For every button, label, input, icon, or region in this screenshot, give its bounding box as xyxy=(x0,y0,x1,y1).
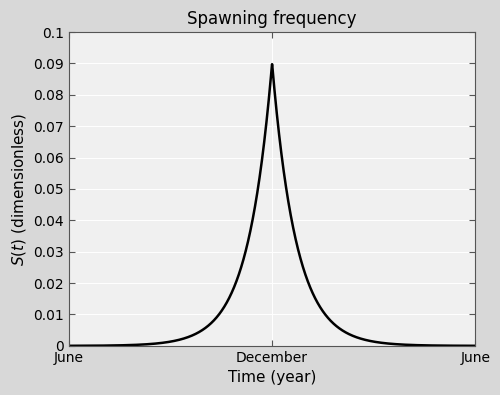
X-axis label: Time (year): Time (year) xyxy=(228,370,316,385)
Y-axis label: $S(t)$ (dimensionless): $S(t)$ (dimensionless) xyxy=(10,112,28,266)
Title: Spawning frequency: Spawning frequency xyxy=(188,10,357,28)
